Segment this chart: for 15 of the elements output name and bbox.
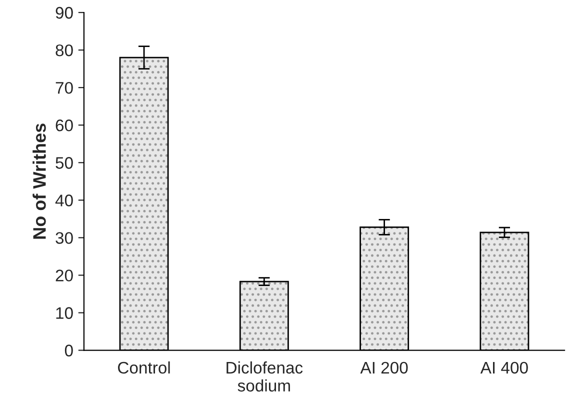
y-tick-label: 70 <box>56 82 73 94</box>
y-axis-title: No of Writhes <box>32 124 46 239</box>
y-tick-label: 90 <box>56 6 73 19</box>
y-tick-label: 0 <box>64 344 73 356</box>
y-tick-label: 80 <box>56 44 73 56</box>
y-tick-label: 30 <box>56 232 73 244</box>
y-tick-label: 50 <box>56 157 73 169</box>
x-tick-label: Control <box>118 361 170 374</box>
y-tick-label: 40 <box>55 194 73 206</box>
y-tick-label: 10 <box>56 307 73 319</box>
x-tick-label: Diclofenac sodium <box>226 361 303 392</box>
y-tick-label: 20 <box>56 270 73 282</box>
x-tick-label: AI 400 <box>480 362 528 374</box>
y-tick-label: 60 <box>56 120 73 132</box>
x-tick-label: AI 200 <box>360 362 408 374</box>
